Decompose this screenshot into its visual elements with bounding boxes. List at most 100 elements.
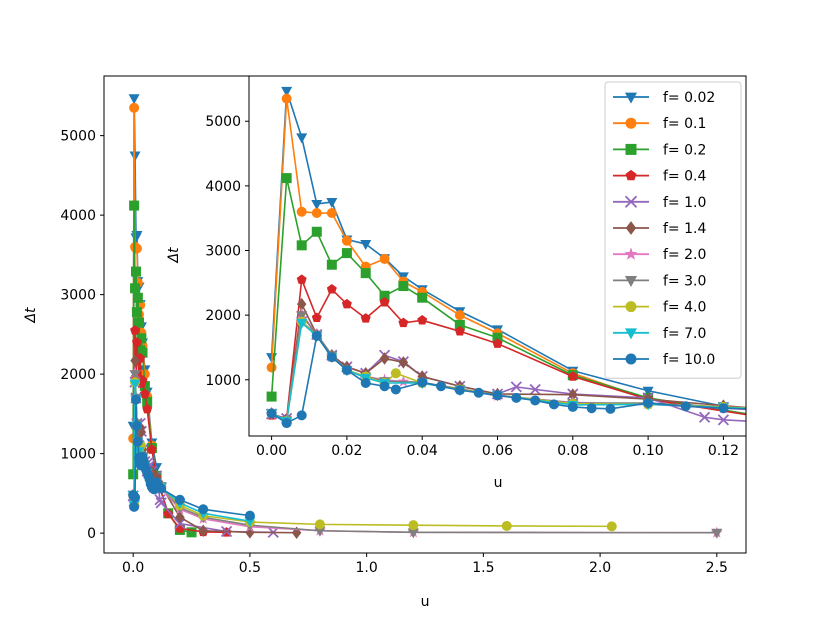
inset-data-point	[510, 381, 522, 393]
legend-label: f= 0.2	[663, 142, 706, 158]
main-data-point	[129, 102, 140, 113]
main-series-layer	[127, 94, 723, 539]
main-data-point	[155, 497, 167, 509]
inset-data-point	[311, 208, 322, 219]
inset-data-point	[341, 235, 352, 246]
inset-data-point	[717, 414, 730, 426]
inset-data-point	[473, 387, 484, 398]
main-x-axis-label: u	[421, 594, 430, 610]
inset-x-tick-label: 0.04	[407, 443, 438, 459]
main-x-ticks: 0.0 0.5 1.0 1.5 2.0 2.5	[122, 553, 728, 576]
main-data-point	[142, 403, 153, 414]
legend-label: f= 0.02	[663, 90, 715, 106]
inset-data-point	[341, 248, 352, 259]
legend-item: f= 10.0	[613, 352, 715, 368]
inset-data-point	[281, 173, 292, 184]
main-data-point	[139, 388, 150, 399]
inset-data-point	[326, 198, 338, 209]
main-data-point	[137, 347, 148, 358]
main-data-point	[128, 94, 140, 105]
main-y-tick-label: 3000	[60, 288, 96, 304]
inset-data-point	[567, 401, 578, 412]
main-data-point	[198, 524, 208, 537]
main-y-tick-label: 1000	[60, 447, 96, 463]
inset-data-point	[326, 352, 337, 363]
main-data-point	[131, 337, 142, 347]
main-data-point	[131, 307, 142, 318]
legend-label: f= 3.0	[663, 273, 706, 289]
main-data-point	[130, 394, 141, 405]
inset-data-point	[436, 381, 447, 392]
main-data-point	[501, 520, 512, 531]
inset-data-point	[311, 199, 323, 210]
inset-data-point	[266, 391, 277, 402]
inset-data-point	[296, 206, 307, 217]
legend-item: f= 0.02	[613, 90, 715, 106]
inset-series-layer	[265, 86, 746, 429]
inset-data-point	[492, 332, 503, 343]
main-y-axis-label: Δt	[23, 307, 39, 324]
inset-data-point	[379, 352, 390, 365]
inset-data-point	[398, 317, 409, 328]
inset-data-point	[296, 297, 307, 311]
inset-data-point	[296, 240, 307, 251]
inset-x-tick-label: 0.02	[331, 443, 362, 459]
legend-label: f= 10.0	[663, 352, 715, 368]
inset-series-11	[266, 330, 746, 429]
legend-marker	[625, 117, 637, 129]
inset-series-line	[271, 278, 746, 420]
main-y-tick-label: 2000	[60, 367, 96, 383]
inset-data-point	[454, 326, 465, 336]
legend-item: f= 3.0	[613, 273, 706, 289]
main-x-tick-label: 1.5	[472, 560, 494, 576]
main-data-point	[408, 520, 419, 531]
inset-data-point	[311, 312, 322, 322]
inset-data-point	[360, 313, 371, 323]
inset-y-tick-label: 5000	[205, 114, 241, 130]
inset-x-tick-label: 0.08	[557, 443, 588, 459]
main-data-point	[154, 494, 166, 506]
main-data-point	[132, 436, 143, 447]
inset-data-point	[417, 315, 428, 325]
inset-y-ticks: 1000 2000 3000 4000 5000	[205, 114, 249, 389]
inset-data-point	[417, 292, 428, 303]
legend-label: f= 2.0	[663, 247, 706, 263]
inset-data-point	[492, 338, 503, 348]
legend-frame	[604, 81, 742, 379]
inset-data-point	[360, 378, 371, 389]
main-data-point	[136, 333, 147, 344]
inset-data-point	[718, 403, 729, 414]
main-y-tick-label: 4000	[60, 208, 96, 224]
main-data-point	[146, 444, 157, 454]
legend-item: f= 1.4	[613, 221, 706, 237]
inset-data-point	[341, 298, 352, 309]
inset-data-point	[379, 253, 390, 264]
inset-data-point	[326, 208, 337, 219]
inset-data-point	[567, 371, 578, 381]
inset-data-point	[605, 403, 616, 414]
inset-data-point	[360, 268, 371, 279]
legend-item: f= 0.4	[613, 169, 706, 185]
inset-data-point	[398, 281, 409, 292]
inset-data-point	[642, 386, 654, 397]
inset-y-tick-label: 1000	[205, 373, 241, 389]
main-data-point	[156, 483, 167, 494]
inset-data-point	[643, 398, 654, 409]
legend-marker	[624, 328, 638, 340]
legend-item: f= 7.0	[613, 326, 706, 342]
inset-axes: 0.00 0.02 0.04 0.06 0.08 0.10 0.12 1000 2000 300…	[166, 75, 747, 491]
inset-data-point	[379, 381, 390, 392]
main-data-point	[132, 292, 143, 303]
inset-data-point	[568, 388, 578, 401]
legend-label: f= 1.4	[663, 221, 706, 237]
main-data-point	[314, 519, 325, 530]
inset-data-point	[390, 384, 401, 395]
main-data-point	[314, 526, 326, 537]
inset-data-point	[417, 377, 428, 388]
main-y-tick-label: 0	[87, 526, 96, 542]
legend-marker	[624, 195, 638, 208]
main-data-point	[130, 325, 141, 335]
inset-data-point	[379, 290, 390, 301]
main-data-point	[128, 469, 139, 480]
